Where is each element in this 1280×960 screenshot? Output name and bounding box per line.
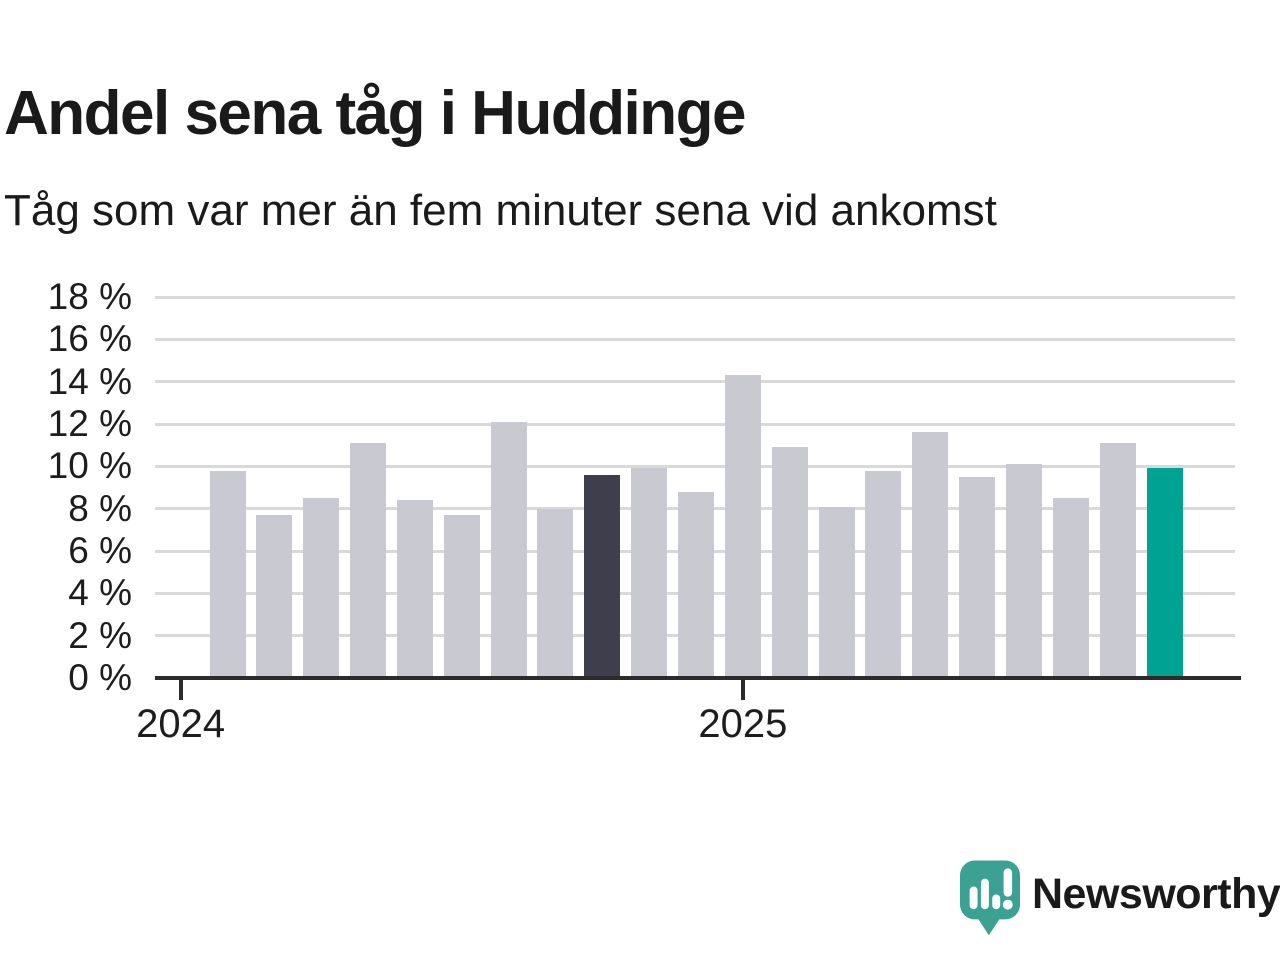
x-axis-label: 2025 xyxy=(698,702,788,746)
y-axis-label: 14 % xyxy=(47,360,132,402)
y-axis-label: 4 % xyxy=(68,572,132,614)
bar-2025-01 xyxy=(724,375,761,678)
y-axis-label: 8 % xyxy=(68,487,132,529)
bar-2025-08 xyxy=(1052,498,1089,678)
bar-2025-03 xyxy=(818,506,855,678)
bar-2024-05 xyxy=(350,443,387,678)
y-axis-label: 2 % xyxy=(68,614,132,656)
bar-2024-10 xyxy=(584,474,621,678)
bar-2025-10 xyxy=(1146,468,1183,678)
bar-2025-02 xyxy=(771,447,808,678)
x-axis-tick xyxy=(740,678,745,700)
y-axis-label: 0 % xyxy=(68,657,132,698)
bar-2025-04 xyxy=(865,470,902,678)
bar-2024-02 xyxy=(209,470,246,678)
bar-2024-08 xyxy=(490,421,527,678)
gridline xyxy=(155,295,1235,299)
x-axis-label: 2024 xyxy=(136,702,226,746)
gridline xyxy=(155,422,1235,426)
y-axis-label: 6 % xyxy=(68,530,132,571)
plot-area xyxy=(155,295,1235,678)
bar-2024-06 xyxy=(396,500,433,678)
bar-2024-07 xyxy=(443,515,480,678)
x-axis-tick xyxy=(178,678,183,700)
bar-2025-06 xyxy=(959,476,996,678)
gridline xyxy=(155,380,1235,384)
y-axis-label: 18 % xyxy=(47,276,132,317)
bar-2025-05 xyxy=(912,432,949,678)
bar-2024-11 xyxy=(631,468,668,678)
bar-2024-09 xyxy=(537,508,574,678)
newsworthy-logo-icon xyxy=(960,860,1020,936)
gridline xyxy=(155,337,1235,341)
bar-2024-04 xyxy=(303,498,340,678)
y-axis-label: 10 % xyxy=(47,445,132,487)
bar-2025-07 xyxy=(1005,464,1042,678)
y-axis-label: 12 % xyxy=(47,403,132,444)
bar-chart: 0 % 2 % 4 % 6 % 8 % 10 % 12 % 14 % 16 % 18 % 2024… xyxy=(47,276,1241,746)
x-axis-line xyxy=(155,676,1241,680)
page-title: Andel sena tåg i Huddinge xyxy=(4,78,747,148)
bar-2024-12 xyxy=(678,491,714,678)
y-axis-label: 16 % xyxy=(47,318,132,360)
branding: Newsworthy xyxy=(960,858,1280,942)
page-subtitle: Tåg som var mer än fem minuter sena vid … xyxy=(4,186,997,235)
logo-text: Newsworthy xyxy=(1032,870,1280,918)
bar-2025-09 xyxy=(1099,443,1136,678)
gridline xyxy=(155,464,1235,468)
bar-2024-03 xyxy=(256,515,293,678)
